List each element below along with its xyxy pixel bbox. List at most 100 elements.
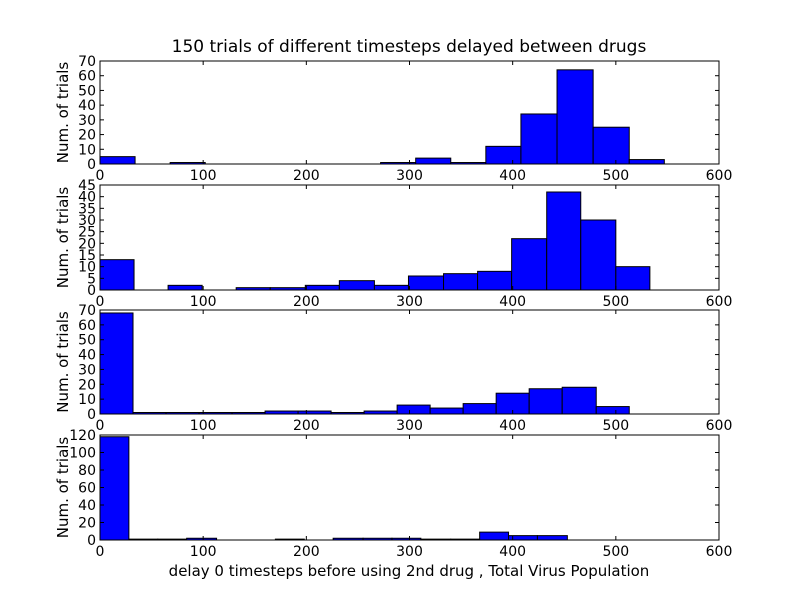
histogram-bar <box>536 535 568 541</box>
x-tick-label: 300 <box>396 544 423 560</box>
histogram-bar <box>415 157 452 165</box>
y-tick-label: 30 <box>78 362 96 378</box>
y-tick-label: 40 <box>78 348 96 364</box>
x-tick-label: 300 <box>396 418 423 434</box>
x-tick-label: 400 <box>499 418 526 434</box>
x-tick-label: 500 <box>602 168 629 184</box>
x-tick-label: 600 <box>706 544 733 560</box>
y-tick-label: 60 <box>78 318 96 334</box>
y-tick-label: 30 <box>78 113 96 129</box>
x-tick-label: 0 <box>96 544 105 560</box>
x-tick-label: 400 <box>499 544 526 560</box>
y-axis-label: Num. of trials <box>54 187 72 289</box>
histogram-bar <box>443 273 479 291</box>
histogram-bar <box>485 145 522 165</box>
x-axis-label: delay 0 timesteps before using 2nd drug … <box>169 562 650 580</box>
x-tick-label: 100 <box>190 294 217 310</box>
y-tick-label: 0 <box>87 283 96 299</box>
histogram-bar <box>396 404 431 415</box>
x-tick-label: 200 <box>293 544 320 560</box>
y-tick-label: 120 <box>69 428 96 444</box>
y-tick-label: 35 <box>78 201 96 217</box>
y-tick-label: 20 <box>78 516 96 532</box>
histogram-bar <box>479 531 510 541</box>
x-tick-label: 400 <box>499 168 526 184</box>
y-tick-label: 100 <box>69 446 96 462</box>
histogram-bar <box>99 312 134 415</box>
y-tick-label: 25 <box>78 225 96 241</box>
x-tick-label: 600 <box>706 418 733 434</box>
y-tick-label: 50 <box>78 83 96 99</box>
y-tick-label: 40 <box>78 98 96 114</box>
histogram-bar <box>99 259 135 291</box>
x-tick-label: 0 <box>96 294 105 310</box>
histogram-bar <box>561 386 597 415</box>
y-tick-label: 40 <box>78 190 96 206</box>
histogram-bar <box>511 238 548 291</box>
x-tick-label: 500 <box>602 544 629 560</box>
y-tick-label: 0 <box>87 157 96 173</box>
histogram-bar <box>615 266 651 291</box>
x-tick-label: 0 <box>96 418 105 434</box>
x-tick-label: 0 <box>96 168 105 184</box>
figure-title: 150 trials of different timesteps delaye… <box>172 37 647 57</box>
histogram-bar <box>528 388 563 415</box>
x-tick-label: 100 <box>190 418 217 434</box>
y-tick-label: 70 <box>78 303 96 319</box>
histogram-bar <box>373 284 409 291</box>
histogram-bar <box>546 191 582 291</box>
y-tick-label: 10 <box>78 392 96 408</box>
y-tick-label: 60 <box>78 481 96 497</box>
histogram-bar <box>304 284 340 291</box>
y-tick-label: 40 <box>78 498 96 514</box>
histogram-bar <box>556 69 594 165</box>
x-tick-label: 100 <box>190 168 217 184</box>
y-axis-label: Num. of trials <box>54 311 72 413</box>
x-tick-label: 400 <box>499 294 526 310</box>
y-tick-label: 20 <box>78 236 96 252</box>
y-axis-label: Num. of trials <box>54 437 72 539</box>
y-tick-label: 70 <box>78 54 96 70</box>
histogram-bar <box>462 403 497 415</box>
histogram-bar <box>167 284 203 291</box>
y-tick-label: 10 <box>78 260 96 276</box>
y-axis-label: Num. of trials <box>54 62 72 164</box>
y-tick-label: 50 <box>78 333 96 349</box>
x-tick-label: 500 <box>602 418 629 434</box>
histogram-bar <box>429 407 464 415</box>
histogram-bar <box>520 113 558 165</box>
y-tick-label: 15 <box>78 248 96 264</box>
x-tick-label: 200 <box>293 418 320 434</box>
histogram-bar <box>580 219 617 291</box>
histogram-bar <box>592 126 630 165</box>
x-tick-label: 600 <box>706 168 733 184</box>
histogram-bar <box>595 406 630 415</box>
histogram-bar <box>477 270 513 291</box>
x-tick-label: 100 <box>190 544 217 560</box>
x-tick-label: 200 <box>293 294 320 310</box>
y-tick-label: 0 <box>87 407 96 423</box>
y-tick-label: 10 <box>78 142 96 158</box>
y-tick-label: 20 <box>78 377 96 393</box>
histogram-bar <box>338 280 375 291</box>
y-tick-label: 45 <box>78 178 96 194</box>
x-tick-label: 300 <box>396 294 423 310</box>
histogram-bar <box>628 159 665 165</box>
x-tick-label: 500 <box>602 294 629 310</box>
histogram-bar <box>407 275 445 291</box>
y-tick-label: 80 <box>78 463 96 479</box>
y-tick-label: 20 <box>78 128 96 144</box>
histogram-bar <box>99 436 130 541</box>
y-tick-label: 60 <box>78 69 96 85</box>
x-tick-label: 300 <box>396 168 423 184</box>
x-tick-label: 600 <box>706 294 733 310</box>
x-tick-label: 200 <box>293 168 320 184</box>
y-tick-label: 0 <box>87 533 96 549</box>
